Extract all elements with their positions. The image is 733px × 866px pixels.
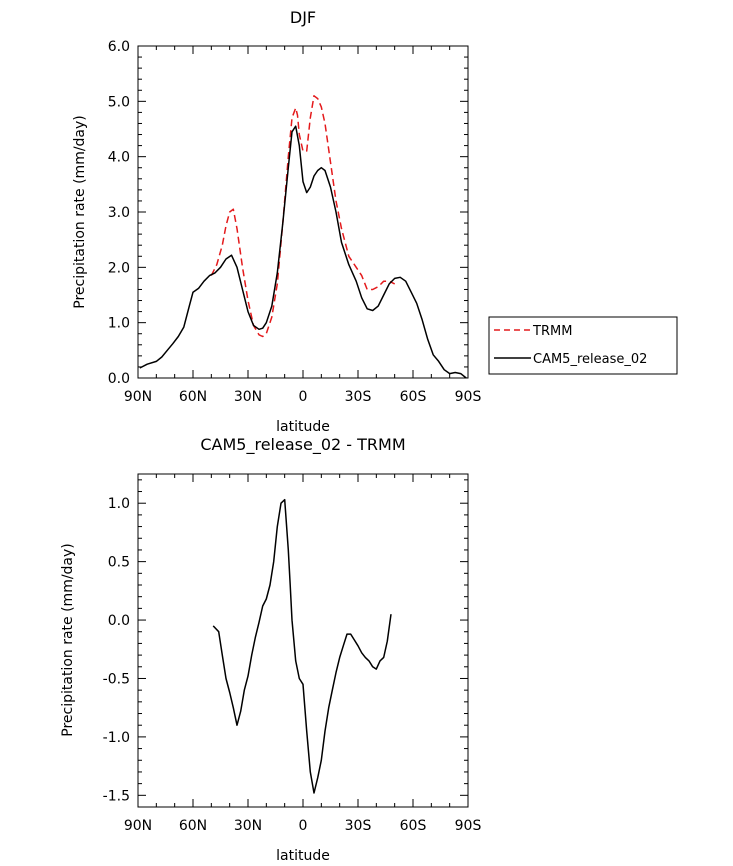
top-y-tick-label: 0.0 — [108, 371, 130, 387]
bottom-x-tick-label: 60S — [400, 818, 427, 834]
legend-label-trmm: TRMM — [532, 324, 572, 339]
bottom-chart: CAM5_release_02 - TRMM 90N 60N 30N 0 30S 60S 9… — [60, 435, 481, 864]
bottom-y-tick-label: -1.0 — [103, 730, 130, 746]
bottom-x-axis-label: latitude — [276, 848, 330, 864]
top-y-tick-label: 1.0 — [108, 316, 130, 332]
top-chart-title: DJF — [290, 8, 316, 27]
top-series-line-trmm — [210, 95, 396, 338]
top-x-tick-label: 60N — [179, 389, 207, 405]
top-x-tick-label: 90S — [455, 389, 482, 405]
top-plot-frame — [137, 45, 469, 379]
bottom-y-tick-label: 0.0 — [108, 613, 130, 629]
top-x-tick-label: 60S — [400, 389, 427, 405]
bottom-x-tick-label: 60N — [179, 818, 207, 834]
top-series-line-cam5-release-02 — [139, 125, 467, 379]
bottom-series-line-cam5-release-02-trmm — [212, 498, 392, 794]
bottom-x-tick-label: 30S — [345, 818, 372, 834]
bottom-y-tick-label: 1.0 — [108, 496, 130, 512]
top-x-tick-label: 30S — [345, 389, 372, 405]
legend-box — [488, 316, 678, 375]
bottom-chart-title: CAM5_release_02 - TRMM — [200, 435, 405, 455]
bottom-y-tick-label: -1.5 — [103, 788, 130, 804]
top-y-tick-label: 4.0 — [108, 150, 130, 166]
legend: TRMM CAM5_release_02 — [488, 316, 678, 375]
legend-label-cam5: CAM5_release_02 — [533, 352, 647, 367]
bottom-x-tick-label: 30N — [234, 818, 262, 834]
top-x-tick-label: 30N — [234, 389, 262, 405]
bottom-x-tick-label: 0 — [299, 818, 308, 834]
top-y-axis-label: Precipitation rate (mm/day) — [72, 115, 88, 309]
top-x-tick-label: 0 — [299, 389, 308, 405]
bottom-x-tick-label: 90S — [455, 818, 482, 834]
top-x-tick-label: 90N — [124, 389, 152, 405]
bottom-y-axis-label: Precipitation rate (mm/day) — [60, 543, 76, 737]
top-y-tick-label: 6.0 — [108, 39, 130, 55]
bottom-y-tick-label: 0.5 — [108, 555, 130, 571]
top-y-tick-label: 5.0 — [108, 94, 130, 110]
top-x-axis-label: latitude — [276, 419, 330, 435]
top-y-tick-label: 2.0 — [108, 260, 130, 276]
top-y-tick-label: 3.0 — [108, 205, 130, 221]
top-chart: DJF 90N 60N 30N 0 30S 60S 90S 0.0 1.0 2.0 3.0 4.0 5.… — [72, 8, 481, 435]
bottom-y-tick-label: -0.5 — [103, 671, 130, 687]
bottom-plot-frame — [137, 473, 469, 808]
bottom-x-tick-label: 90N — [124, 818, 152, 834]
